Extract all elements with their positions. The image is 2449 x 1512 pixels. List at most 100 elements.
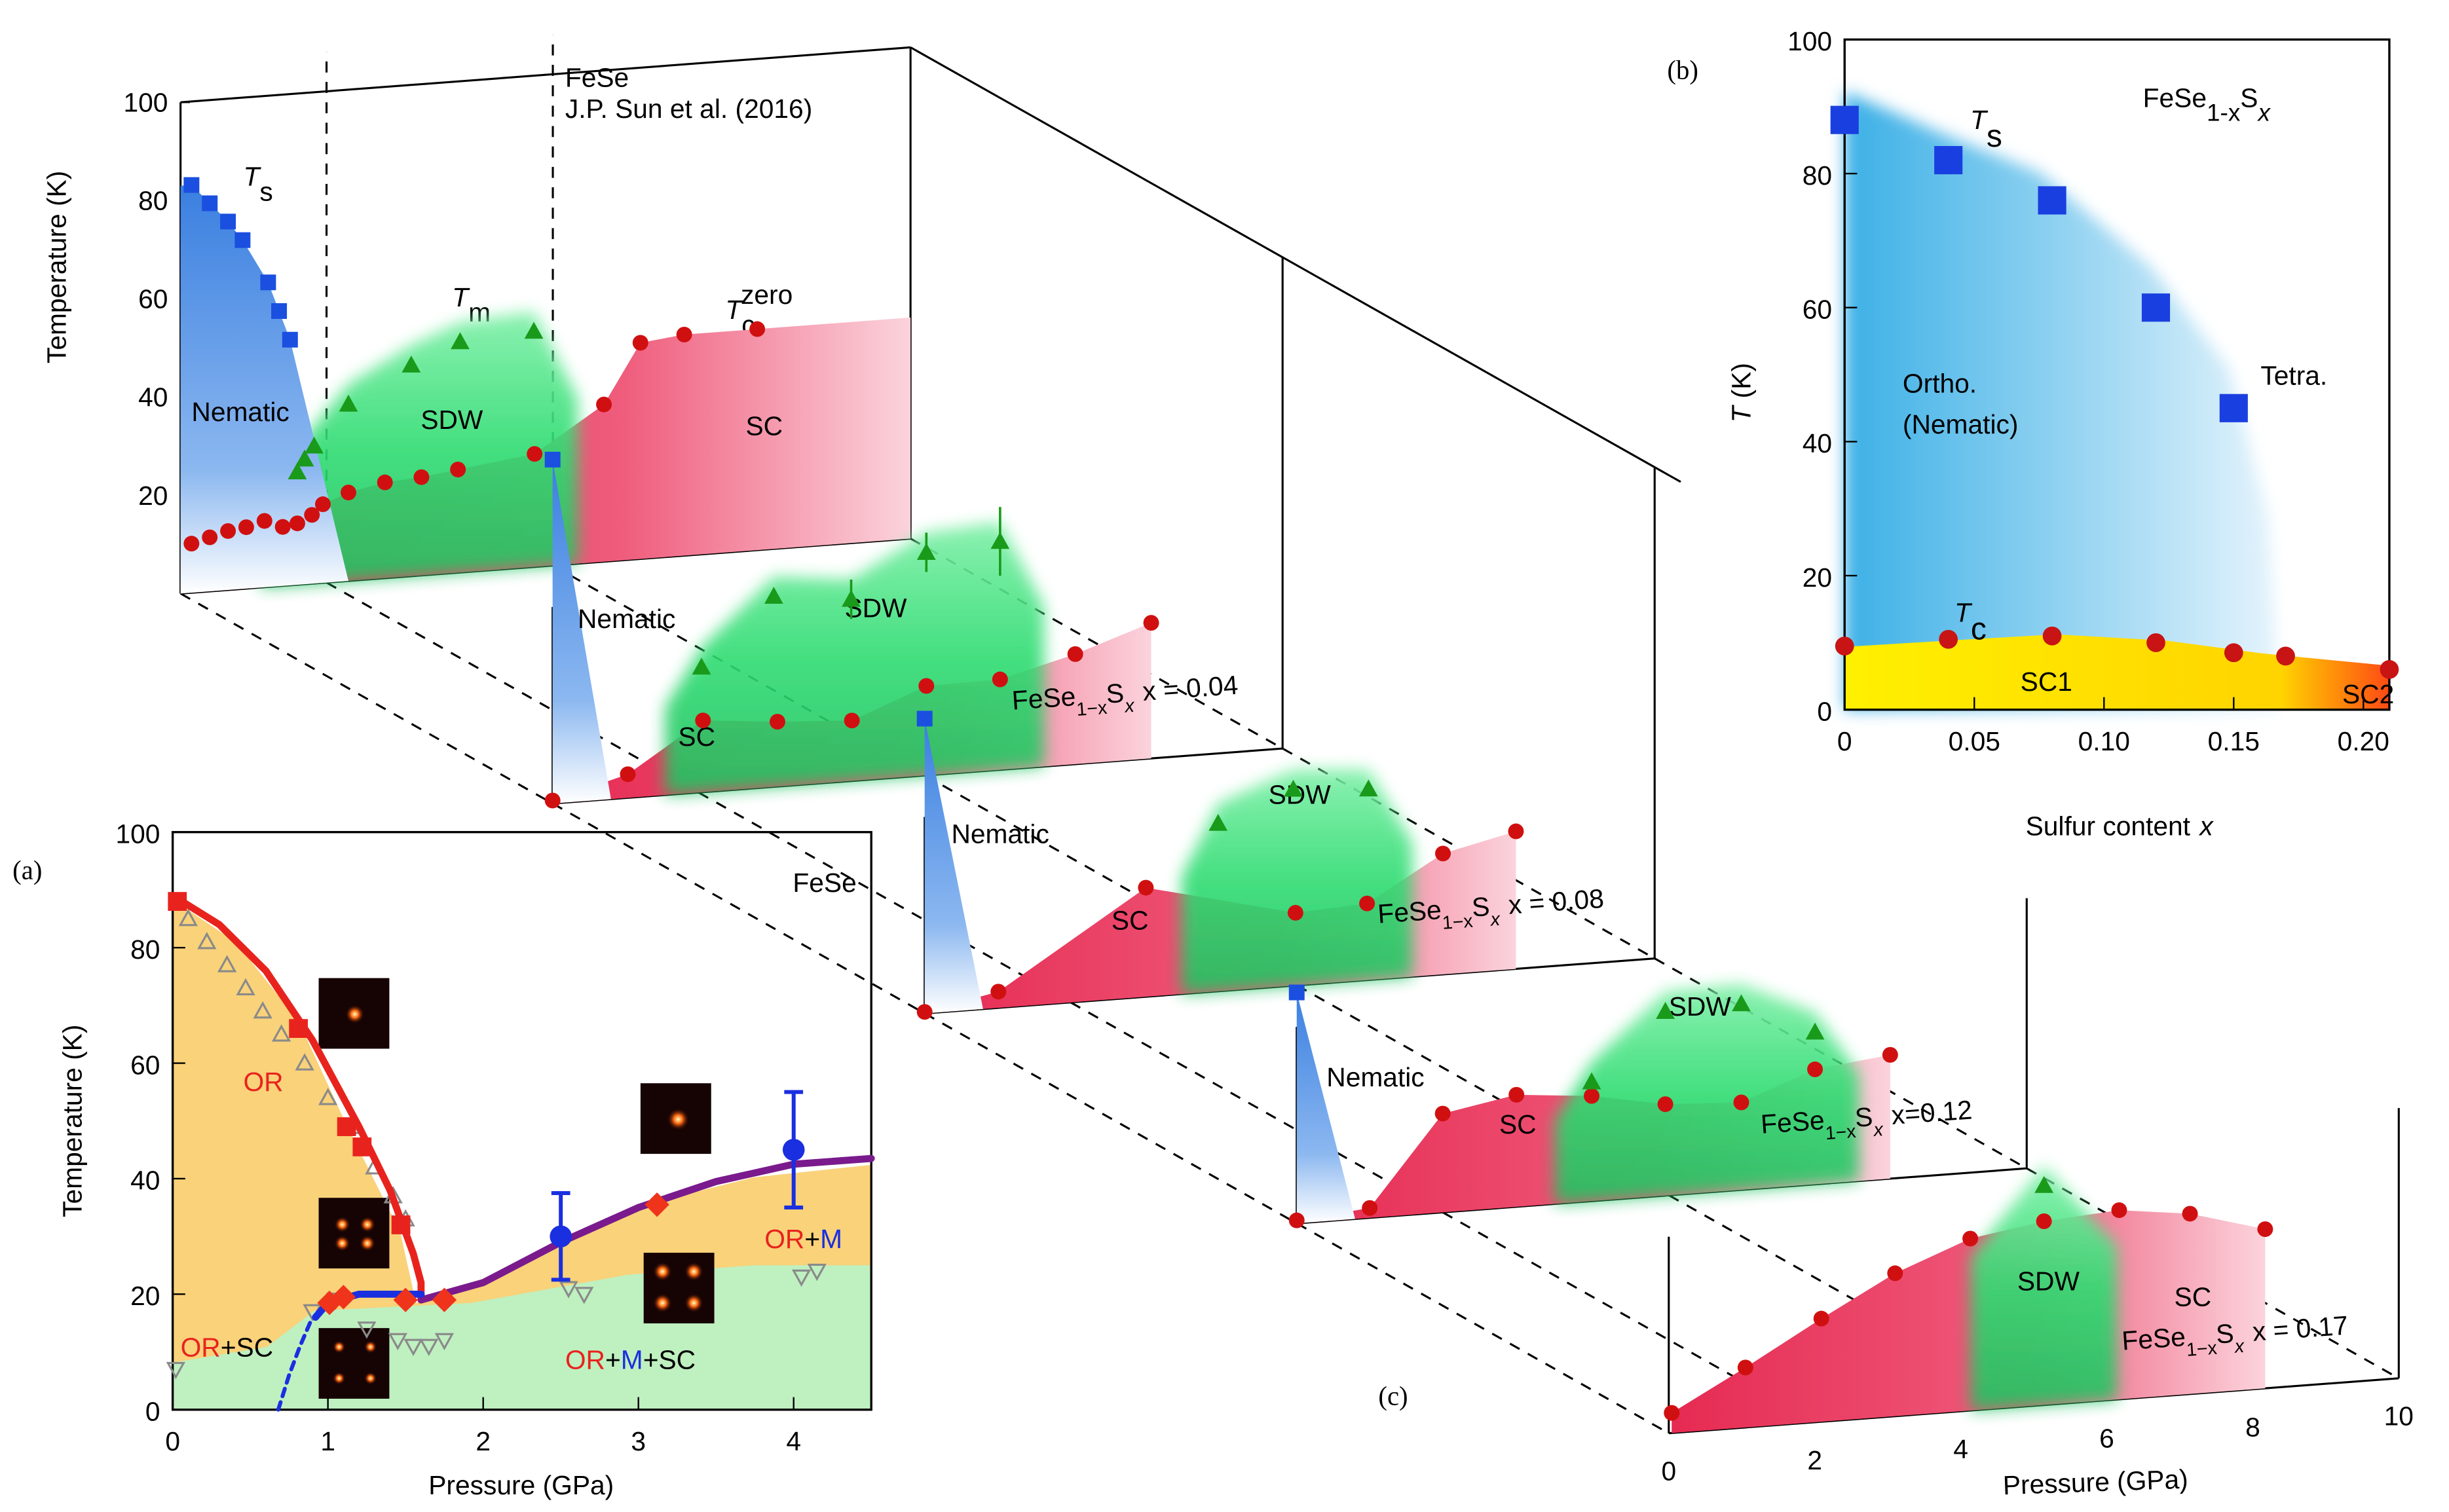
circle-marker xyxy=(256,513,272,529)
slice-label: FeSe1−xSx x = 0.04 xyxy=(1011,670,1239,725)
circle-marker xyxy=(596,396,612,413)
fit-line xyxy=(169,892,425,1304)
chart-title-part: S xyxy=(2240,83,2258,113)
circle-marker xyxy=(992,671,1008,688)
x-tick-label: 3 xyxy=(631,1426,646,1456)
triangle-marker xyxy=(295,1053,314,1071)
dashed-guide xyxy=(1296,1222,1670,1435)
slice-label-part: x xyxy=(2233,1336,2246,1357)
circle-marker xyxy=(2036,1213,2052,1229)
circle-marker xyxy=(769,714,785,730)
circle-marker xyxy=(544,792,561,809)
circle-marker xyxy=(1584,1088,1599,1104)
chart-title: FeSe1-xSx xyxy=(2143,83,2271,126)
triangle-marker xyxy=(791,1269,812,1287)
triangle-marker xyxy=(402,355,421,373)
triangle-marker xyxy=(1656,1002,1675,1019)
legend-label-part: zero xyxy=(741,280,793,310)
slice-label: FeSe1−xSx x = 0.17 xyxy=(2121,1310,2349,1365)
sdw-region xyxy=(1182,769,1413,995)
series-label-part: T xyxy=(1970,105,1989,135)
circle-marker xyxy=(1067,646,1083,662)
triangle-marker xyxy=(217,955,237,972)
circle-marker xyxy=(1138,879,1154,896)
plane-edge xyxy=(910,46,1681,483)
slice-label-part: S xyxy=(1105,678,1125,709)
x-tick-label: 10 xyxy=(2384,1401,2414,1431)
x-tick-label: 0.20 xyxy=(2338,726,2389,756)
y-tick-label: 20 xyxy=(138,481,168,511)
chart-title-part: 1-x xyxy=(2207,99,2241,126)
circle-marker xyxy=(1508,823,1524,839)
plane-edge xyxy=(1668,1377,2399,1435)
circle-marker xyxy=(695,712,711,729)
y-axis-label: Temperature (K) xyxy=(42,171,72,363)
y-tick-label: 40 xyxy=(138,382,168,413)
slice-label-part: x = 0.04 xyxy=(1142,670,1239,707)
x-tick-label: 0 xyxy=(165,1426,180,1456)
x-axis-label-part: Sulfur content xyxy=(2026,811,2191,841)
slice-label-part: FeSe xyxy=(1011,681,1076,716)
y-tick-label: 80 xyxy=(130,934,160,965)
circle-marker xyxy=(550,1225,572,1247)
slice-label-part: x = 0.17 xyxy=(2251,1310,2349,1347)
region-label: Nematic xyxy=(1326,1062,1424,1092)
plane-edge xyxy=(180,46,911,103)
triangle-marker xyxy=(524,322,544,339)
triangle-marker xyxy=(197,932,217,950)
triangle-marker xyxy=(1582,1072,1601,1090)
square-marker xyxy=(282,331,298,348)
annotation: SC2 xyxy=(2342,679,2394,709)
chart-title: FeSe xyxy=(793,868,856,898)
note: J.P. Sun et al. (2016) xyxy=(565,94,812,124)
y-tick-label: 60 xyxy=(130,1050,160,1080)
x-tick-label: 0.05 xyxy=(1949,726,2000,756)
y-tick-label: 80 xyxy=(1803,160,1832,191)
slice-label: FeSe1−xSx x=0.12 xyxy=(1760,1094,1974,1148)
dashed-guide xyxy=(924,1012,1298,1225)
circle-marker xyxy=(1434,1105,1451,1122)
annotation: OR+M+SC xyxy=(565,1344,696,1374)
nematic-region xyxy=(552,459,611,804)
annotation: SC1 xyxy=(2021,667,2072,697)
slice-label-part: x=0.12 xyxy=(1890,1094,1973,1130)
diamond-marker xyxy=(432,1287,457,1312)
slice-label-part: S xyxy=(1854,1101,1873,1133)
dashed-guide xyxy=(1070,1001,1444,1213)
y-tick-label: 100 xyxy=(1787,26,1832,56)
triangle-marker xyxy=(288,462,307,479)
y-tick-label: 60 xyxy=(138,284,168,314)
slice-label-part: x = 0.08 xyxy=(1507,883,1605,920)
triangle-marker xyxy=(1208,813,1228,831)
circle-marker xyxy=(2380,660,2399,679)
triangle-marker xyxy=(305,436,324,454)
diamond-marker xyxy=(331,1285,356,1310)
circle-marker xyxy=(1657,1096,1673,1113)
y-axis-label-part: (K) xyxy=(1726,363,1756,398)
slice-label-part: S xyxy=(1471,891,1491,923)
circle-marker xyxy=(220,523,236,539)
circle-marker xyxy=(1143,615,1159,631)
slice-label-part: 1−x xyxy=(2186,1338,2218,1361)
circle-marker xyxy=(450,462,466,477)
square-marker xyxy=(2219,394,2248,422)
triangle-marker xyxy=(1284,779,1303,797)
circle-marker xyxy=(314,496,331,513)
x-axis-label-part: x xyxy=(2198,811,2214,841)
triangle-marker xyxy=(1805,1022,1825,1040)
note: FeSe xyxy=(565,62,629,92)
plane-edge xyxy=(552,747,1283,805)
circle-marker xyxy=(1737,1359,1753,1376)
circle-marker xyxy=(238,519,254,536)
circle-marker xyxy=(918,678,935,694)
plot-frame xyxy=(171,831,872,1411)
y-tick-label: 0 xyxy=(1817,697,1832,727)
square-marker xyxy=(352,1137,372,1156)
nematic-region xyxy=(924,718,983,1014)
annotation-part: + xyxy=(605,1344,621,1374)
y-tick-label: 60 xyxy=(1803,295,1832,325)
series-label: Tc xyxy=(1954,598,1987,646)
x-tick-label: 4 xyxy=(1953,1434,1968,1464)
square-marker xyxy=(234,232,251,248)
